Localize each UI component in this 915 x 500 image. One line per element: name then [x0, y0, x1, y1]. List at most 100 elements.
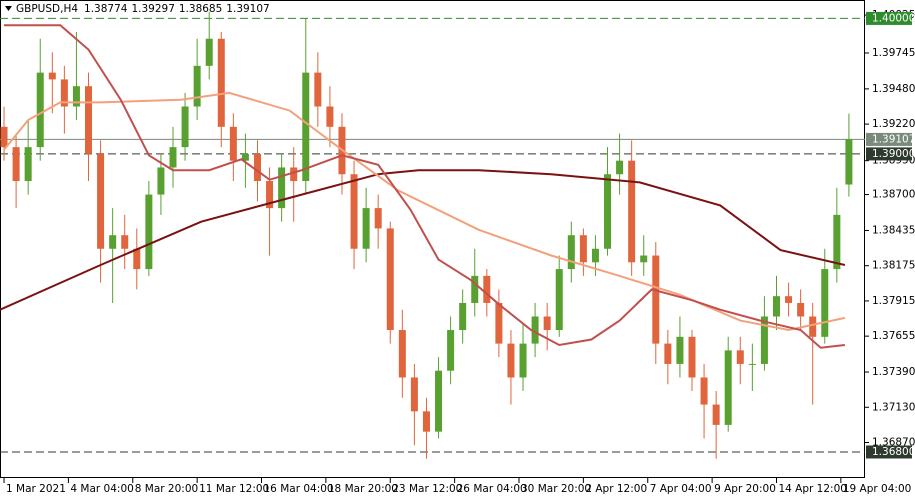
candle-body [386, 228, 394, 331]
candle-body [688, 336, 696, 378]
candle-body [12, 147, 20, 182]
moving-average [4, 24, 846, 349]
x-tick-label: 4 Mar 04:00 [70, 483, 133, 495]
header-low: 1.38685 [179, 3, 222, 15]
price-level-label: 1.39000 [872, 148, 915, 160]
candle-body [821, 269, 829, 337]
x-tick-label: 23 Mar 12:00 [392, 483, 462, 495]
price-level-label: 1.40000 [872, 12, 915, 24]
candle-body [145, 194, 153, 270]
candle-body [459, 302, 467, 331]
candle-body [253, 153, 261, 182]
candle-body [314, 72, 322, 107]
candle-body [193, 65, 201, 107]
candle-body [579, 235, 587, 263]
candle-body [229, 126, 237, 161]
price-level-box [866, 445, 912, 459]
moving-average [0, 169, 846, 311]
plot-frame [0, 0, 865, 478]
candle-body [97, 153, 105, 249]
candle-body [652, 255, 660, 344]
x-tick-label: 30 Mar 20:00 [521, 483, 591, 495]
collapse-arrow[interactable] [5, 6, 12, 11]
x-tick-label: 16 Mar 04:00 [264, 483, 334, 495]
candle-body [495, 302, 503, 344]
candle-body [278, 167, 286, 209]
price-level-label: 1.39107 [872, 133, 915, 145]
candle-body [24, 147, 32, 182]
candle-body [736, 350, 744, 364]
y-tick-label: 1.37915 [872, 295, 915, 307]
header-open: 1.38774 [84, 3, 128, 15]
candle-body [664, 343, 672, 364]
plot-layer [0, 11, 865, 459]
x-tick-label: 14 Apr 12:00 [778, 483, 846, 495]
candle-body [157, 167, 165, 195]
x-tick-label: 11 Mar 12:00 [199, 483, 269, 495]
price-level-box [866, 11, 912, 25]
candle-body [374, 208, 382, 229]
candle-body [483, 275, 491, 303]
candle-body [121, 235, 129, 249]
x-tick-label: 19 Apr 04:00 [843, 483, 911, 495]
header-high: 1.39297 [131, 3, 174, 15]
candle-body [48, 72, 56, 80]
candle-body [0, 126, 8, 148]
candle-body [724, 350, 732, 425]
price-level-box [866, 132, 912, 146]
candle-body [266, 181, 274, 209]
x-tick-label: 9 Apr 20:00 [714, 483, 776, 495]
price-level-label: 1.36800 [872, 446, 915, 458]
candle-body [531, 316, 539, 344]
candle-body [169, 147, 177, 168]
candle-body [712, 404, 720, 425]
x-tick-label: 26 Mar 04:00 [457, 483, 527, 495]
candle-body [555, 269, 563, 331]
candle-body [181, 106, 189, 148]
y-tick-label: 1.39480 [872, 83, 915, 95]
x-tick-label: 2 Apr 12:00 [585, 483, 647, 495]
candle-body [604, 174, 612, 249]
candle-body [133, 248, 141, 270]
y-tick-label: 1.37130 [872, 401, 915, 413]
candle-body [85, 86, 93, 154]
candle-body [410, 377, 418, 412]
candle-body [326, 106, 334, 127]
y-tick-label: 1.37655 [872, 330, 915, 342]
candle-body [36, 72, 44, 148]
candle-body [760, 316, 768, 364]
candle-body [471, 275, 479, 303]
candle-body [217, 38, 225, 127]
candle-body [772, 296, 780, 317]
candle-body [845, 139, 853, 185]
chart-header: GBPUSD,H4 1.38774 1.39297 1.38685 1.39107 [16, 3, 270, 15]
x-tick-label: 18 Mar 20:00 [328, 483, 398, 495]
y-tick-label: 1.39745 [872, 47, 915, 59]
y-tick-label: 1.38435 [872, 224, 915, 236]
candle-body [507, 343, 515, 378]
header-close: 1.39107 [226, 3, 269, 15]
candle-body [519, 343, 527, 378]
candle-body [567, 235, 575, 270]
y-tick-label: 1.38175 [872, 260, 915, 272]
candle-body [591, 248, 599, 263]
candle-body [109, 235, 117, 249]
candle-body [241, 153, 249, 161]
candle-body [628, 160, 636, 263]
candle-body [205, 38, 213, 66]
x-tick-label: 1 Mar 2021 [6, 483, 66, 495]
y-tick-label: 1.38700 [872, 189, 915, 201]
candle-body [833, 214, 841, 270]
candle-body [785, 296, 793, 303]
symbol: GBPUSD,H4 [16, 3, 78, 15]
candle-body [616, 160, 624, 175]
x-tick-label: 7 Apr 04:00 [650, 483, 712, 495]
candle-body [748, 363, 756, 365]
candle-body [422, 411, 430, 432]
candle-body [60, 79, 68, 107]
price-level-box [866, 147, 912, 161]
candle-body [543, 316, 551, 331]
candle-body [362, 208, 370, 249]
x-tick-label: 8 Mar 20:00 [135, 483, 198, 495]
